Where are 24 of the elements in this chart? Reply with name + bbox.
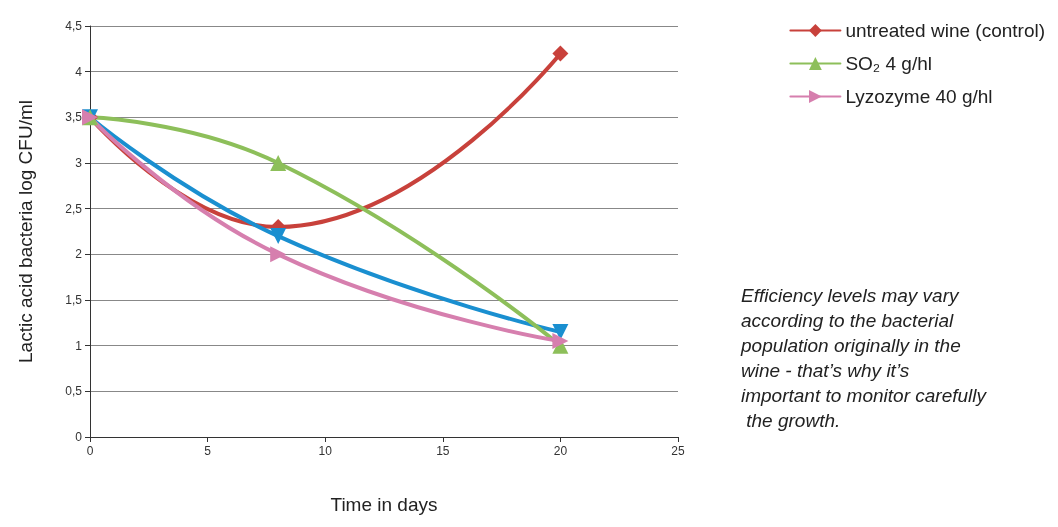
legend-label: untreated wine (control) (845, 20, 1046, 41)
y-tick-label: 1 (75, 338, 83, 353)
point (552, 45, 569, 62)
x-tick-label: 15 (436, 444, 450, 458)
x-tick-label: 20 (553, 444, 568, 458)
y-tick-label: 0,5 (65, 384, 83, 399)
point (270, 228, 287, 245)
text: Efficiency levels may vary according to the bacterial population originally in the wine - that’s why it’s important to monitor carefully the growth. (740, 285, 988, 431)
y-tick-label: 4,5 (65, 19, 83, 33)
y-tick-label: 1,5 (65, 293, 83, 307)
y-tick-label: 0 (75, 430, 83, 444)
x-tick-label: 0 (86, 444, 94, 458)
y-tick-label: 3 (75, 156, 83, 170)
y-axis-title: Lactic acid bacteria log CFU/ml (15, 100, 36, 363)
legend-label: SO₂ 4 g/hl (845, 53, 932, 74)
y-tick-label: 2 (75, 247, 83, 262)
x-tick-label: 10 (318, 444, 333, 458)
x-axis-title: Time in days (330, 494, 438, 515)
legend-label: Lyzozyme 40 g/hl (845, 86, 993, 107)
y-tick-label: 2,5 (65, 201, 83, 216)
y-tick-label: 3,5 (65, 110, 83, 125)
y-tick-label: 4 (75, 64, 83, 79)
x-tick-label: 5 (204, 444, 212, 458)
x-tick-label: 25 (671, 444, 685, 458)
